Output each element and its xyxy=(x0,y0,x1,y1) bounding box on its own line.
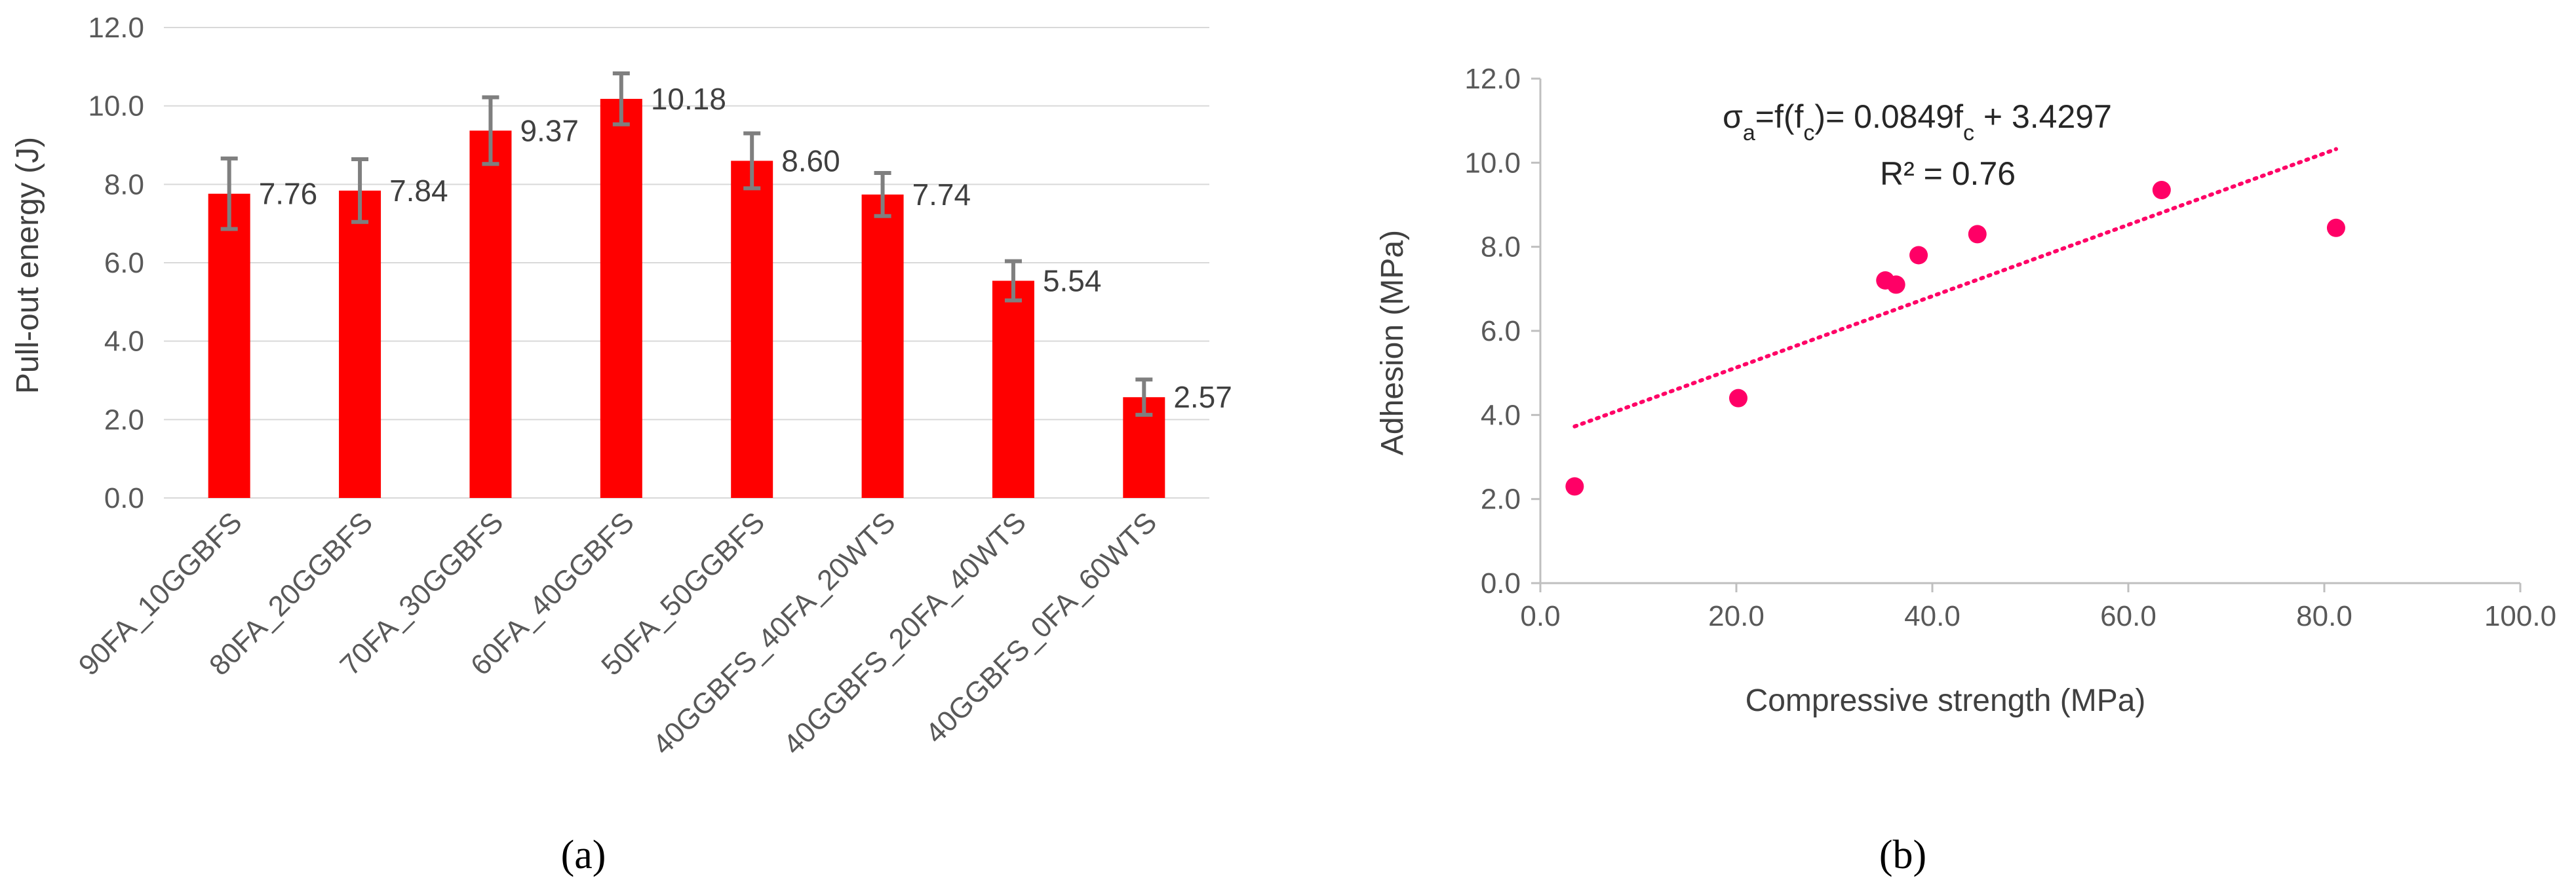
a-x-tick-label: 40GGBFS_20FA_40WTS xyxy=(777,506,1032,761)
b-trendline xyxy=(1572,147,2338,428)
panel-label-b: (b) xyxy=(1879,833,1926,877)
a-data-label: 2.57 xyxy=(1173,380,1232,414)
a-bar xyxy=(731,161,773,498)
b-x-tick-label: 0.0 xyxy=(1520,600,1560,632)
b-point xyxy=(1565,477,1584,496)
a-error-bars xyxy=(220,71,1153,417)
a-data-label: 9.37 xyxy=(520,113,579,147)
a-x-tick-labels: 90FA_10GGBFS80FA_20GGBFS70FA_30GGBFS60FA… xyxy=(73,506,1163,761)
b-y-tick-label: 10.0 xyxy=(1464,147,1521,179)
b-y-tick-label: 6.0 xyxy=(1481,315,1521,347)
a-data-label: 7.76 xyxy=(259,177,318,211)
a-y-tick-label: 0.0 xyxy=(104,482,144,514)
a-error-bar xyxy=(874,170,891,218)
b-y-tick-label: 8.0 xyxy=(1481,231,1521,263)
b-points xyxy=(1565,181,2345,496)
a-bar xyxy=(992,280,1034,498)
a-error-bar xyxy=(1135,377,1153,417)
panel-label-a: (a) xyxy=(561,833,606,877)
a-y-tick-label: 12.0 xyxy=(88,12,144,44)
b-x-axis-title: Compressive strength (MPa) xyxy=(1746,683,2146,718)
a-y-tick-label: 6.0 xyxy=(104,247,144,279)
b-y-tick-label: 0.0 xyxy=(1481,567,1521,600)
a-y-tick-label: 4.0 xyxy=(104,326,144,358)
b-y-tick-label: 2.0 xyxy=(1481,484,1521,516)
b-point xyxy=(2152,181,2171,200)
b-x-tick-label: 100.0 xyxy=(2484,600,2556,632)
a-x-tick-label: 40GGBFS_40FA_20WTS xyxy=(646,506,901,761)
a-data-label: 10.18 xyxy=(651,82,726,116)
a-error-bar xyxy=(743,131,761,191)
a-y-tick-labels: 0.0 2.0 4.0 6.0 8.0 10.0 12.0 xyxy=(88,12,144,514)
b-point xyxy=(2326,218,2345,237)
adhesion-scatter-chart: 0.0 2.0 4.0 6.0 8.0 10.0 12.0 0.0 20.0 40.0 60.0 8… xyxy=(1375,63,2556,877)
a-bar xyxy=(861,194,904,498)
b-x-tick-label: 60.0 xyxy=(2100,600,2156,632)
b-x-tick-label: 40.0 xyxy=(1904,600,1961,632)
a-error-bar xyxy=(482,95,499,166)
a-data-label: 7.74 xyxy=(912,178,971,212)
a-gridlines xyxy=(164,27,1209,499)
a-data-label: 8.60 xyxy=(781,143,840,178)
a-y-tick-label: 10.0 xyxy=(88,90,144,123)
b-axes xyxy=(1531,77,2522,592)
a-error-bar xyxy=(612,71,630,126)
regression-equation: σa=f(fc)= 0.0849fc + 3.4297 xyxy=(1723,98,2112,145)
a-bars xyxy=(208,98,1165,498)
a-data-labels: 7.76 7.84 9.37 10.18 8.60 7.74 5.54 2.57 xyxy=(259,82,1232,414)
r-squared: R² = 0.76 xyxy=(1880,155,2016,192)
a-bar xyxy=(469,130,512,498)
b-y-tick-label: 12.0 xyxy=(1464,63,1521,95)
b-point xyxy=(1728,389,1747,408)
b-x-tick-label: 80.0 xyxy=(2296,600,2352,632)
a-error-bar xyxy=(1004,259,1022,303)
b-x-tick-labels: 0.0 20.0 40.0 60.0 80.0 100.0 xyxy=(1520,600,2556,632)
a-bar xyxy=(600,98,642,498)
a-error-bar xyxy=(351,157,369,224)
b-point xyxy=(1886,275,1905,294)
a-bar xyxy=(339,190,381,498)
b-y-axis-title: Adhesion (MPa) xyxy=(1375,230,1410,455)
b-y-tick-label: 4.0 xyxy=(1481,399,1521,431)
b-point xyxy=(1909,246,1928,265)
a-y-tick-label: 8.0 xyxy=(104,168,144,200)
b-point xyxy=(1968,225,1987,244)
a-y-axis-title: Pull-out energy (J) xyxy=(10,137,45,394)
b-y-tick-labels: 0.0 2.0 4.0 6.0 8.0 10.0 12.0 xyxy=(1464,63,1521,600)
b-x-tick-label: 20.0 xyxy=(1708,600,1765,632)
a-y-tick-label: 2.0 xyxy=(104,404,144,436)
a-x-tick-label: 40GGBFS_0FA_60WTS xyxy=(920,506,1163,750)
a-error-bar xyxy=(220,156,238,231)
b-trendline xyxy=(1572,147,2338,428)
a-bar xyxy=(208,193,250,498)
pull-out-energy-chart: 0.0 2.0 4.0 6.0 8.0 10.0 12.0 7.76 7.84 9.37 10.1… xyxy=(10,12,1232,877)
a-data-label: 7.84 xyxy=(389,174,448,208)
a-data-label: 5.54 xyxy=(1043,264,1102,298)
